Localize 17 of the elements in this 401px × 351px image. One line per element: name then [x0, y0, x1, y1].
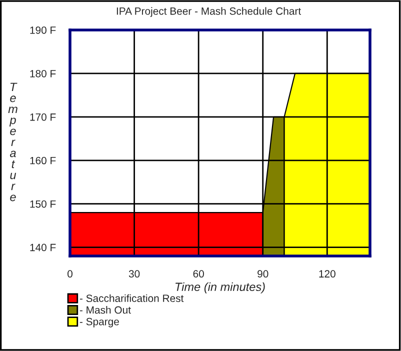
y-tick-label: 140 F [30, 244, 56, 252]
text: Temperature [8, 82, 18, 202]
x-tick-label: 30 [128, 270, 140, 278]
x-axis-title: Time (in minutes) [176, 282, 265, 294]
x-tick-label: 90 [258, 270, 268, 278]
chart-title: IPA Project Beer - Mash Schedule Chart [116, 7, 301, 17]
y-tick-label: 180 F [30, 70, 56, 78]
y-tick-label: 160 F [30, 156, 56, 164]
x-tick-label: 60 [193, 270, 204, 278]
y-tick-label: 150 F [30, 200, 56, 208]
x-tick-label: 0 [68, 270, 72, 278]
x-tick-label: 120 [319, 270, 336, 278]
y-tick-label: 170 F [30, 113, 56, 121]
legend-label: - Sparge [80, 318, 119, 328]
legend-label: - Saccharification Rest [80, 294, 184, 302]
legend-label: - Mash Out [80, 306, 131, 314]
y-tick-label: 190 F [30, 26, 56, 34]
